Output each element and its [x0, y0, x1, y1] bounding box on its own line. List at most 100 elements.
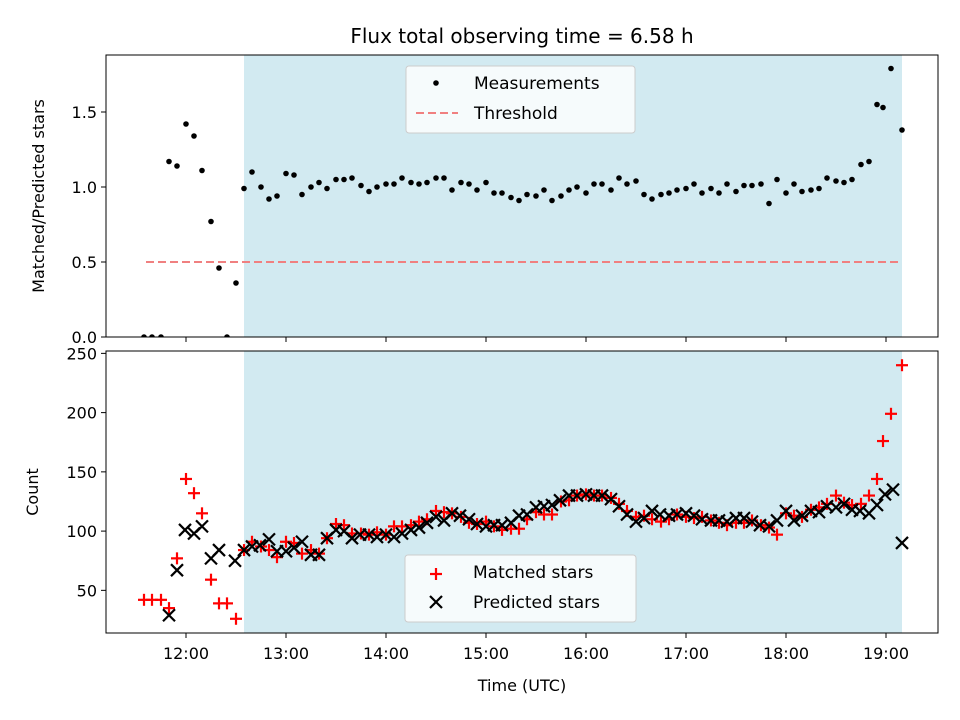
measurement-point [608, 187, 614, 193]
predicted-star-point [462, 512, 476, 527]
matched-star-point [296, 547, 308, 560]
measurement-point [274, 193, 280, 199]
measurement-point [258, 184, 264, 190]
ratio-y-axis-label: Matched/Predicted stars [29, 99, 48, 293]
matched-star-point [863, 489, 875, 502]
predicted-star-point [829, 500, 843, 515]
count-plot-frame [105, 350, 939, 634]
predicted-star-point [520, 507, 534, 522]
measurement-point [199, 167, 205, 174]
y-tick-label: 0.0 [72, 328, 97, 347]
measurement-point [391, 181, 397, 187]
measurement-point [591, 181, 597, 187]
measurement-point [633, 178, 639, 184]
measurement-point [599, 181, 605, 187]
matched-star-point [513, 522, 525, 535]
measurement-point [458, 179, 464, 186]
measurement-point [808, 187, 814, 193]
x-tick-label: 13:00 [263, 644, 309, 663]
predicted-star-point [895, 536, 909, 550]
predicted-star-point [262, 532, 276, 547]
measurement-point [166, 158, 172, 165]
measurement-point [474, 187, 480, 193]
measurement-point [283, 170, 289, 177]
measurement-point [374, 184, 380, 190]
matched-star-point [163, 602, 175, 615]
matched-star-point [546, 508, 558, 521]
measurement-point [849, 176, 855, 183]
measurement-point [749, 182, 755, 189]
measurement-point [691, 181, 697, 187]
predicted-star-point [620, 507, 634, 522]
matched-star-point [780, 507, 792, 520]
measurement-point [816, 185, 822, 192]
predicted-star-point [228, 553, 242, 568]
measurement-point [541, 187, 547, 193]
measurement-point [208, 218, 214, 225]
predicted-star-point [837, 497, 851, 511]
y-tick-label: 100 [66, 522, 97, 541]
measurement-point [724, 181, 730, 187]
measurement-point [291, 172, 297, 178]
matched-star-point [877, 435, 889, 448]
measurement-point [424, 179, 430, 186]
matched-star-point [330, 517, 342, 530]
predicted-star-point [312, 548, 326, 562]
predicted-star-point [745, 514, 759, 529]
measurement-point [241, 185, 247, 192]
predicted-star-point [812, 505, 826, 519]
measurement-point [174, 163, 180, 169]
measurement-point [641, 191, 647, 198]
y-tick-label: 50 [77, 581, 97, 600]
measurement-point [516, 197, 522, 204]
measurement-point [758, 181, 764, 187]
measurement-point [666, 190, 672, 196]
matched-star-point [280, 535, 292, 548]
measurement-point [616, 175, 622, 181]
x-tick-label: 12:00 [163, 644, 209, 663]
predicted-star-point [170, 563, 184, 577]
measurement-point [416, 181, 422, 187]
measurement-point [716, 190, 722, 196]
matched-star-point [885, 407, 897, 420]
count-legend-box [404, 554, 637, 623]
measurement-point [858, 161, 864, 168]
predicted-star-point [379, 527, 393, 542]
ratio-legend: Measurements Threshold [405, 65, 636, 134]
measurement-point [441, 175, 447, 181]
x-tick-label: 15:00 [463, 644, 509, 663]
measurement-point [216, 265, 222, 271]
measurement-point [141, 334, 147, 337]
measurement-point [358, 182, 364, 189]
predicted-star-point [886, 482, 900, 497]
x-tick-label: 16:00 [563, 644, 609, 663]
predicted-star-point [553, 493, 567, 508]
measurement-point [549, 197, 555, 204]
measurement-point [324, 185, 330, 192]
measurement-point [399, 175, 405, 181]
count-panel: 50 100 150 200 250 12:00 13:00 14:00 15:00 16:00… [23, 344, 939, 695]
measurement-point [383, 181, 389, 187]
matched-star-point [230, 612, 242, 625]
measurement-point [899, 127, 905, 133]
predicted-star-point [212, 543, 226, 557]
measurement-point [333, 176, 339, 183]
x-axis-label: Time (UTC) [477, 676, 566, 695]
measurement-point [799, 188, 805, 195]
predicted-star-point [395, 526, 409, 541]
predicted-star-point [645, 504, 659, 518]
predicted-star-point [387, 530, 401, 544]
measurement-point [574, 184, 580, 190]
x-tick-label: 18:00 [763, 644, 809, 663]
matched-star-point [155, 593, 167, 606]
measurement-point [566, 187, 572, 193]
legend-matched-marker [430, 568, 442, 580]
measurement-point [366, 188, 372, 195]
measurement-point [266, 196, 272, 202]
measurement-point [874, 101, 880, 108]
predicted-star-point [253, 538, 267, 553]
predicted-star-point [345, 531, 359, 545]
predicted-star-point [445, 506, 459, 521]
matched-star-point [188, 487, 200, 500]
